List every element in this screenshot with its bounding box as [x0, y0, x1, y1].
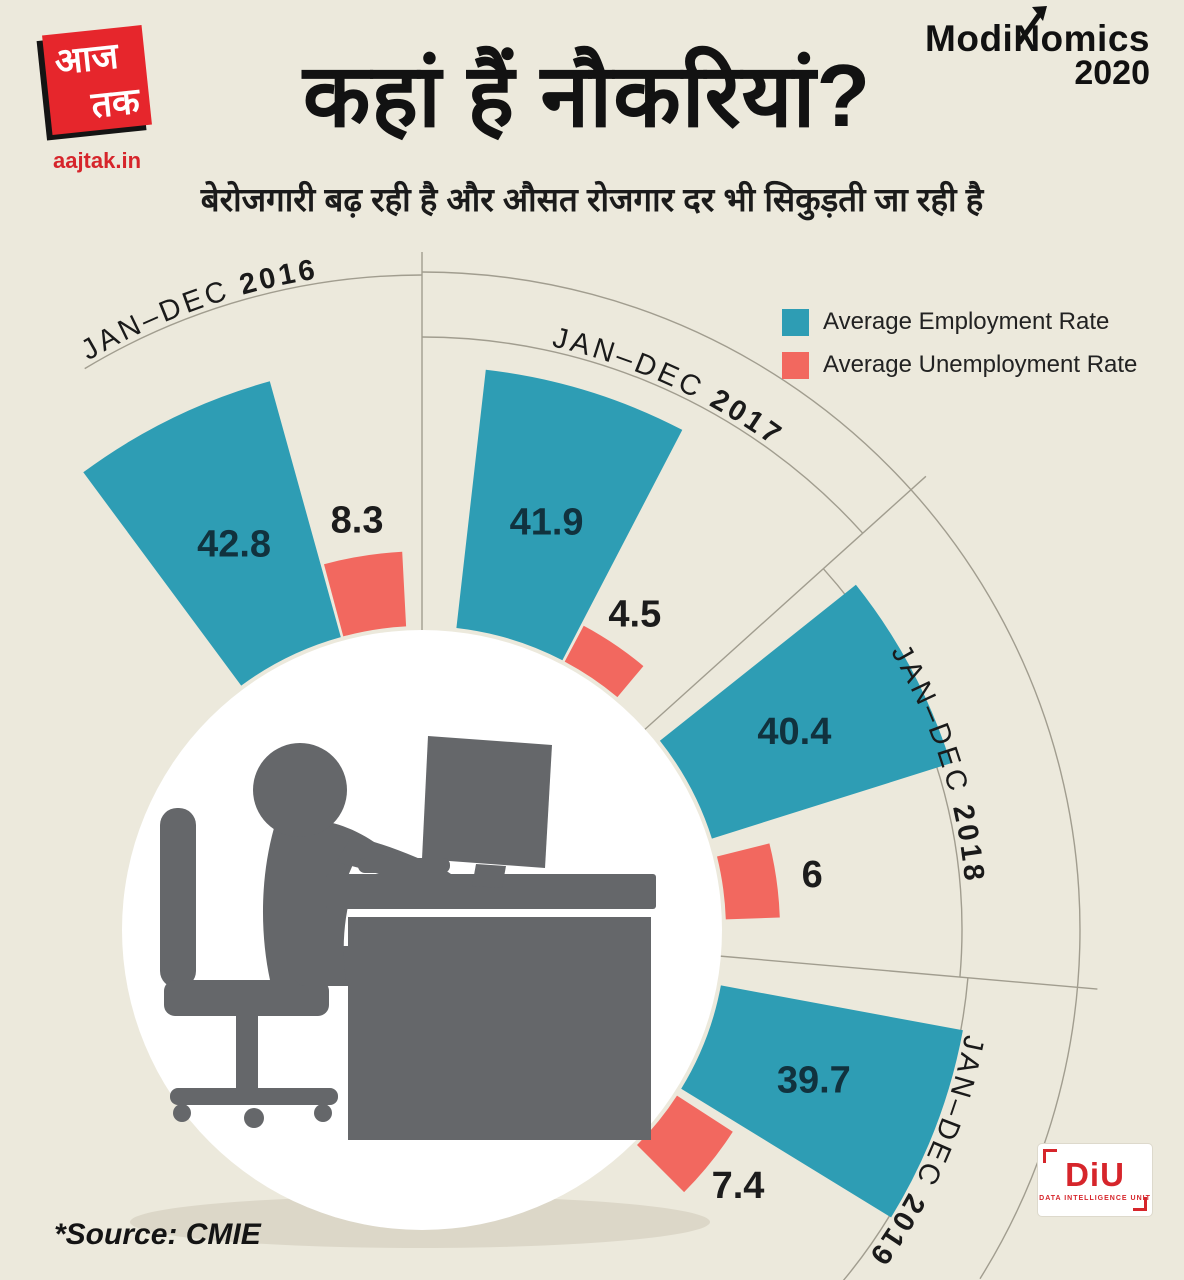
modinomics-text: ModiNomics: [925, 18, 1150, 59]
sector-divider-line: [718, 955, 1098, 990]
legend-item-unemployment: Average Unemployment Rate: [782, 351, 1137, 379]
diu-subtitle: DATA INTELLIGENCE UNIT: [1039, 1195, 1151, 1202]
outer-spiral-arc: [421, 271, 1081, 1280]
aajtak-logo-box: आज तक: [42, 25, 152, 135]
sector-divider-line: [643, 475, 927, 732]
chair-base: [170, 1088, 338, 1105]
aajtak-logo: आज तक aajtak.in: [30, 25, 164, 174]
aajtak-logo-text-bottom: तक: [89, 79, 142, 126]
chair-caster: [244, 1108, 264, 1128]
aajtak-site-text: aajtak.in: [52, 148, 142, 173]
employment-bar-2018: [659, 584, 951, 839]
person-head: [253, 743, 347, 837]
sector-arc-2016: [84, 274, 423, 370]
employment-value-2017: 41.9: [510, 502, 584, 544]
chair-caster: [314, 1104, 332, 1122]
chair-pole: [236, 1016, 258, 1092]
monitor-stand: [472, 864, 506, 888]
modinomics-logo: ModiNomics 2020: [925, 6, 1150, 93]
infographic-title: कहां हैं नौकरियां?: [302, 46, 872, 145]
unemployment-bar-2018: [717, 843, 780, 920]
modinomics-year: 2020: [1074, 54, 1150, 92]
unemployment-bar-2019: [637, 1095, 733, 1193]
infographic-subtitle: बेरोजगारी बढ़ रही है और औसत रोजगार दर भी…: [200, 181, 984, 218]
employment-value-2016: 42.8: [197, 524, 271, 566]
chart-legend: Average Employment Rate Average Unemploy…: [782, 308, 1137, 394]
employment-swatch-icon: [782, 308, 809, 336]
unemployment-value-2019: 7.4: [712, 1165, 765, 1207]
category-label-2016: JAN–DEC 2016: [76, 253, 321, 366]
modinomics-arrow-icon: [1016, 6, 1048, 45]
unemployment-value-2016: 8.3: [331, 499, 384, 541]
sector-arc-2017: [421, 336, 864, 534]
keyboard-icon: [358, 858, 450, 873]
unemployment-bar-2017: [564, 625, 644, 698]
employment-bar-2016: [83, 381, 341, 686]
diu-corner-mark: [1133, 1197, 1147, 1211]
desk-pedestal: [348, 917, 651, 1140]
diu-logo: DiU DATA INTELLIGENCE UNIT: [1038, 1144, 1152, 1216]
employment-bar-2019: [681, 985, 963, 1218]
modinomics-wordmark: ModiNomics: [925, 6, 1150, 60]
employment-value-2018: 40.4: [757, 711, 831, 753]
chair-seat: [164, 980, 329, 1016]
source-note: *Source: CMIE: [54, 1218, 261, 1251]
employment-value-2019: 39.7: [777, 1059, 851, 1101]
legend-item-employment: Average Employment Rate: [782, 308, 1137, 336]
desk-top: [326, 874, 656, 909]
chair-caster: [173, 1104, 191, 1122]
person-at-desk-icon: [160, 736, 656, 1140]
diu-corner-mark: [1043, 1149, 1057, 1163]
chair-backrest: [160, 808, 196, 988]
diu-name: DiU: [1065, 1156, 1125, 1193]
monitor-icon: [422, 736, 552, 868]
employment-legend-label: Average Employment Rate: [823, 308, 1110, 335]
unemployment-bar-2016: [324, 551, 407, 637]
unemployment-value-2017: 4.5: [608, 594, 661, 636]
unemployment-value-2018: 6: [802, 854, 823, 896]
unemployment-legend-label: Average Unemployment Rate: [823, 351, 1138, 378]
unemployment-swatch-icon: [782, 351, 809, 379]
employment-bar-2017: [456, 369, 683, 661]
